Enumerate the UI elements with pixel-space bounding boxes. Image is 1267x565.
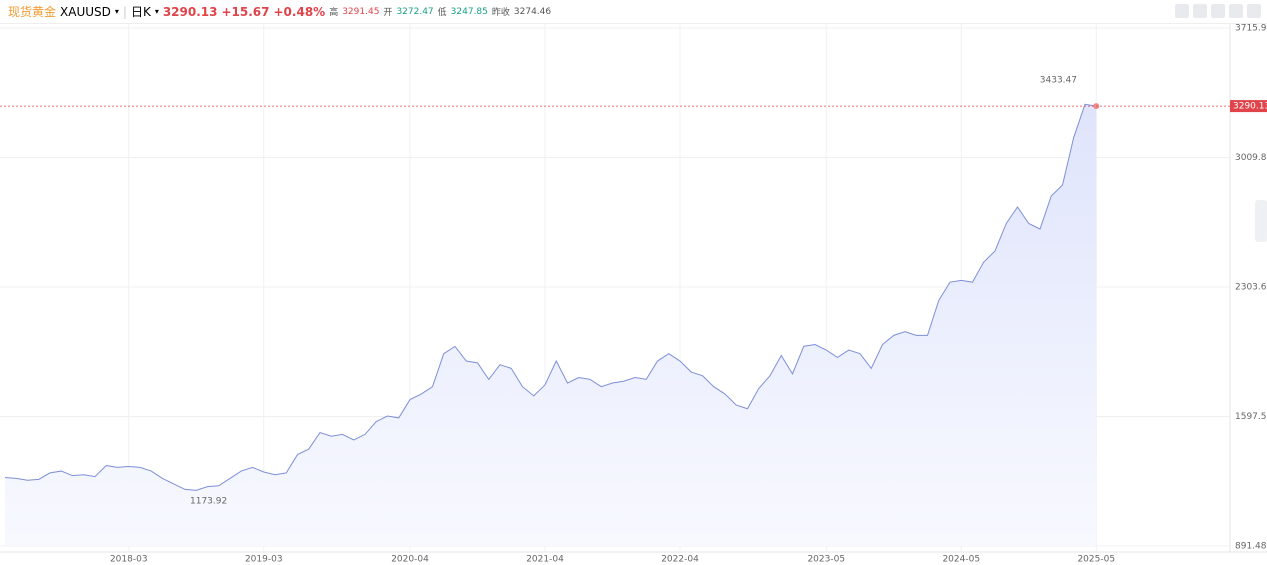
last-price-badge: [1230, 100, 1267, 113]
icon-button[interactable]: [1247, 4, 1261, 18]
icon-button[interactable]: [1175, 4, 1189, 18]
x-tick-label: 2018-03: [110, 555, 148, 565]
x-tick-label: 2020-04: [391, 555, 429, 565]
x-tick-label: 2021-04: [526, 555, 564, 565]
icon-button[interactable]: [1211, 4, 1225, 18]
icon-button[interactable]: [1193, 4, 1207, 18]
x-tick-label: 2022-04: [661, 555, 699, 565]
label: 低: [437, 8, 447, 18]
last-price-label: 3290.13: [1233, 102, 1267, 112]
toolbar: [1175, 4, 1261, 18]
icon-button[interactable]: [1229, 4, 1243, 18]
x-tick-label: 2025-05: [1077, 555, 1115, 565]
area: [5, 104, 1097, 546]
y-tick-label: 891.48: [1235, 542, 1267, 552]
x-tick-label: 2023-05: [807, 555, 845, 565]
y-tick-label: 3009.80: [1235, 153, 1267, 163]
x-tick-label: 2024-05: [942, 555, 980, 565]
low-annotation: 1173.92: [190, 497, 227, 507]
change-pct: +0.48%: [273, 4, 326, 19]
name[interactable]: 现货黄金: [8, 5, 57, 19]
side-toggle[interactable]: [1255, 200, 1267, 242]
x-tick-label: 2019-03: [245, 555, 283, 565]
y-tick-label: 1597.59: [1235, 412, 1267, 422]
y-tick-label: 3715.91: [1235, 24, 1267, 34]
value: 3291.45: [342, 6, 380, 17]
header: 现货黄金 XAUUSD ▾ | 日K ▾ 3290.13 +15.67 +0.48%…: [0, 0, 1267, 24]
symbol[interactable]: XAUUSD: [60, 4, 111, 19]
high-annotation: 3433.47: [1040, 75, 1077, 85]
label: 开: [383, 8, 393, 18]
price-line: [4, 103, 1097, 491]
value: 3274.46: [513, 6, 552, 17]
value: 3272.47: [396, 6, 434, 17]
period[interactable]: 日K: [130, 5, 151, 19]
change: +15.67: [221, 4, 270, 19]
price: 3290.13: [162, 4, 218, 19]
label: 高: [329, 8, 339, 18]
y-tick-label: 2303.69: [1235, 283, 1267, 293]
value: 3247.85: [450, 6, 488, 17]
label: 昨收: [491, 8, 510, 18]
